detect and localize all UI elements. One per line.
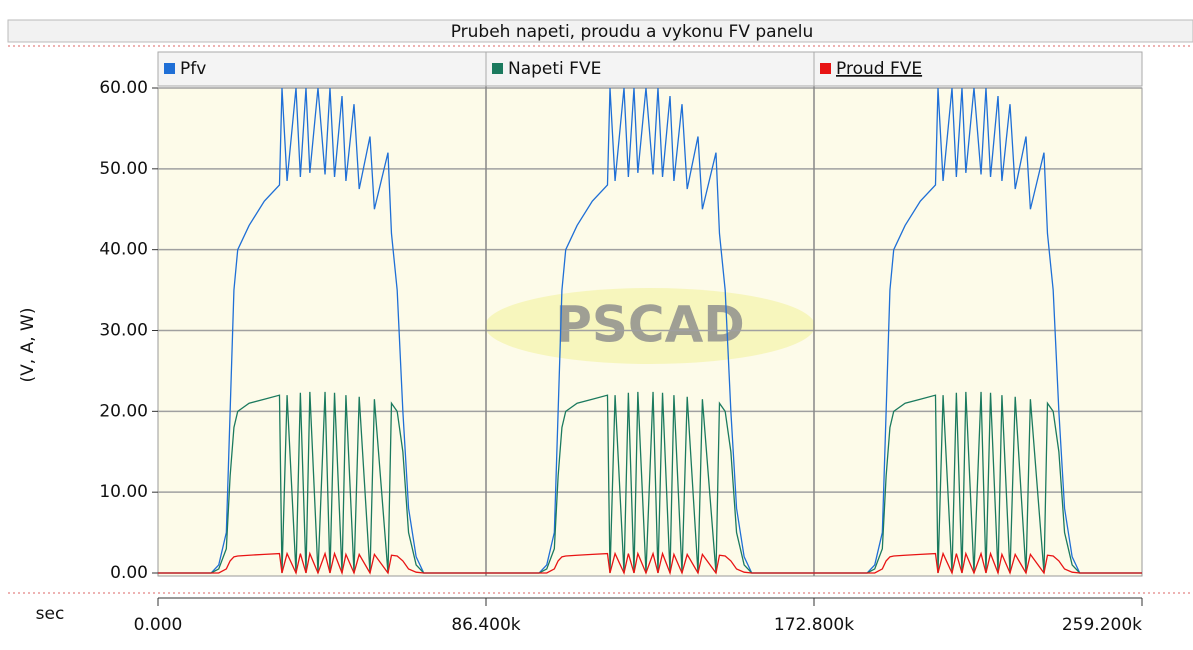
- y-tick-label: 60.00: [99, 78, 148, 98]
- legend-box: [813, 51, 1143, 87]
- watermark-ellipse: [485, 288, 815, 364]
- legend-box: [157, 51, 487, 87]
- series-line: [158, 551, 1142, 576]
- legend-box: [485, 51, 815, 87]
- x-tick-label: 0.000: [134, 615, 183, 635]
- legend-swatch: [164, 63, 175, 74]
- x-tick-label: 86.400k: [451, 615, 520, 635]
- legend-label: Pfv: [180, 59, 206, 79]
- x-tick-label: 259.200k: [1062, 615, 1142, 635]
- legend-swatch: [820, 63, 831, 74]
- title-bar: [7, 19, 1193, 43]
- x-axis-label: sec: [36, 604, 65, 624]
- y-tick-label: 30.00: [99, 321, 148, 341]
- legend-label: Proud FVE: [836, 59, 922, 79]
- x-tick-label: 172.800k: [774, 615, 854, 635]
- legend-swatch: [492, 63, 503, 74]
- y-tick-label: 10.00: [99, 482, 148, 502]
- series-line: [158, 87, 1142, 574]
- series-line: [158, 391, 1142, 574]
- y-tick-label: 50.00: [99, 159, 148, 179]
- y-axis-label: (V, A, W): [18, 308, 38, 383]
- y-tick-label: 0.00: [110, 563, 148, 583]
- y-tick-label: 40.00: [99, 240, 148, 260]
- watermark: PSCAD: [555, 296, 745, 354]
- legend-label: Napeti FVE: [508, 59, 601, 79]
- chart-title: Prubeh napeti, proudu a vykonu FV panelu: [451, 22, 814, 42]
- y-tick-label: 20.00: [99, 401, 148, 421]
